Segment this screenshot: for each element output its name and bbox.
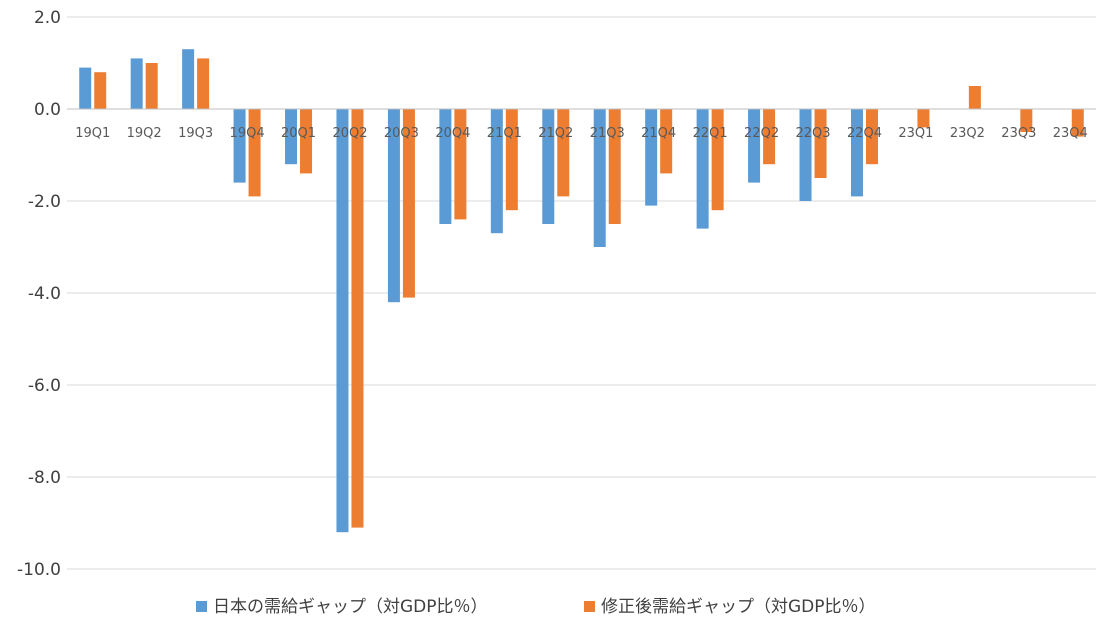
- x-tick-label: 22Q4: [847, 126, 882, 141]
- bar-series1-19Q1: [79, 67, 92, 109]
- x-tick-label: 19Q4: [230, 126, 265, 141]
- bar-series2-20Q3: [402, 109, 415, 298]
- x-tick-label: 22Q2: [744, 126, 779, 141]
- bar-series2-22Q3: [814, 109, 827, 178]
- x-axis-tick-labels: 19Q1 19Q2 19Q3 19Q4 20Q1 20Q2 20Q3 20Q4 21Q1 21Q2…: [75, 126, 1088, 141]
- x-tick-label: 22Q1: [693, 126, 728, 141]
- bar-series2-23Q3: [1020, 109, 1033, 132]
- y-axis-tick-labels: 2.0 0.0 -2.0 -4.0 -6.0 -8.0 -10.0: [17, 8, 61, 580]
- x-tick-label: 23Q3: [1001, 126, 1036, 141]
- bar-series1-21Q4: [645, 109, 658, 206]
- x-tick-label: 21Q3: [590, 126, 625, 141]
- legend-label-series1: 日本の需給ギャップ（対GDP比％）: [213, 597, 488, 617]
- bar-series1-21Q2: [542, 109, 555, 224]
- legend-swatch-series1: [196, 601, 207, 612]
- bar-series1-20Q1: [285, 109, 298, 165]
- legend-label-series2: 修正後需給ギャップ（対GDP比％）: [601, 597, 876, 617]
- bar-series1-20Q3: [387, 109, 400, 303]
- x-tick-label: 19Q1: [75, 126, 110, 141]
- bar-series1-22Q3: [799, 109, 812, 201]
- x-tick-label: 20Q2: [332, 126, 367, 141]
- bar-series1-19Q2: [130, 58, 143, 109]
- bars: [79, 49, 1084, 533]
- bar-series2-20Q2: [351, 109, 364, 528]
- bar-series1-21Q1: [490, 109, 503, 234]
- bar-series2-22Q1: [711, 109, 724, 211]
- x-tick-label: 20Q3: [384, 126, 419, 141]
- y-tick-label: 2.0: [34, 8, 61, 28]
- bar-series2-19Q2: [145, 63, 158, 109]
- y-tick-label: -6.0: [28, 376, 61, 396]
- y-tick-label: -10.0: [17, 560, 61, 580]
- bar-series2-19Q4: [248, 109, 261, 197]
- x-tick-label: 22Q3: [796, 126, 831, 141]
- y-tick-label: -8.0: [28, 468, 61, 488]
- x-tick-label: 19Q3: [178, 126, 213, 141]
- bar-series1-19Q3: [182, 49, 195, 109]
- bar-series2-20Q4: [454, 109, 467, 220]
- bar-series2-19Q1: [94, 72, 107, 109]
- bar-series1-20Q4: [439, 109, 452, 224]
- x-tick-label: 23Q4: [1053, 126, 1088, 141]
- y-tick-label: -4.0: [28, 284, 61, 304]
- bar-series2-23Q2: [968, 86, 981, 109]
- bar-series1-22Q1: [696, 109, 709, 229]
- bar-series1-20Q2: [336, 109, 349, 533]
- x-tick-label: 23Q2: [950, 126, 985, 141]
- bar-series2-21Q4: [660, 109, 673, 174]
- x-tick-label: 21Q4: [641, 126, 676, 141]
- bar-series1-19Q4: [233, 109, 246, 183]
- y-tick-label: 0.0: [34, 100, 61, 120]
- x-tick-label: 20Q4: [435, 126, 470, 141]
- bar-series2-21Q1: [505, 109, 518, 211]
- bar-series2-23Q4: [1071, 109, 1084, 137]
- x-tick-label: 19Q2: [127, 126, 162, 141]
- bar-series2-19Q3: [197, 58, 210, 109]
- bar-series1-22Q2: [748, 109, 761, 183]
- x-tick-label: 21Q2: [538, 126, 573, 141]
- bar-series2-23Q1: [917, 109, 930, 128]
- y-tick-label: -2.0: [28, 192, 61, 212]
- gridlines: [67, 16, 1096, 570]
- legend: 日本の需給ギャップ（対GDP比％） 修正後需給ギャップ（対GDP比％）: [196, 597, 876, 617]
- bar-series2-22Q4: [865, 109, 878, 165]
- legend-swatch-series2: [584, 601, 595, 612]
- bar-series1-22Q4: [850, 109, 863, 197]
- bar-series1-21Q3: [593, 109, 606, 247]
- x-tick-label: 23Q1: [898, 126, 933, 141]
- bar-series2-21Q2: [557, 109, 570, 197]
- x-tick-label: 20Q1: [281, 126, 316, 141]
- bar-series2-20Q1: [300, 109, 313, 174]
- bar-series2-22Q2: [763, 109, 776, 165]
- bar-series2-21Q3: [608, 109, 621, 224]
- x-tick-label: 21Q1: [487, 126, 522, 141]
